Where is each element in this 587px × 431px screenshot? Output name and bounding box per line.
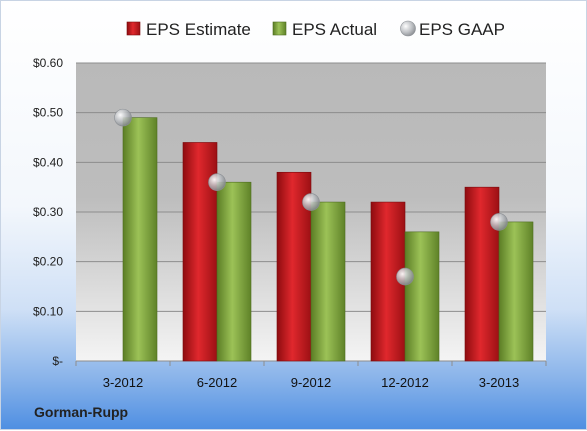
- legend-swatch-eps-gaap: [400, 20, 416, 37]
- marker-eps-gaap: [396, 267, 414, 286]
- legend-swatch-eps-estimate: [126, 21, 141, 36]
- legend-label: EPS GAAP: [419, 20, 505, 39]
- bar-eps-actual: [310, 201, 346, 362]
- company-label: Gorman-Rupp: [34, 404, 128, 420]
- bar-eps-actual: [404, 231, 440, 362]
- bar-eps-actual: [122, 117, 158, 362]
- category-label: 12-2012: [381, 375, 429, 390]
- category-label: 3-2012: [103, 375, 143, 390]
- y-tick-label: $0.30: [33, 205, 63, 219]
- legend-label: EPS Actual: [292, 20, 377, 39]
- marker-layer: [114, 108, 508, 286]
- marker-eps-gaap: [490, 213, 508, 231]
- y-tick-label: $-: [52, 354, 63, 368]
- y-tick-label: $0.40: [33, 155, 63, 169]
- y-tick-label: $0.60: [33, 56, 63, 70]
- legend-label: EPS Estimate: [146, 20, 251, 39]
- marker-eps-gaap: [114, 108, 132, 127]
- category-label: 6-2012: [197, 375, 237, 390]
- marker-eps-gaap: [302, 193, 320, 211]
- bar-eps-actual: [498, 221, 534, 362]
- marker-eps-gaap: [208, 173, 226, 191]
- y-tick-label: $0.20: [33, 255, 63, 269]
- y-tick-label: $0.50: [33, 106, 63, 120]
- legend-swatch-eps-actual: [272, 21, 287, 36]
- category-label: 9-2012: [291, 375, 331, 390]
- legend: EPS Estimate EPS Actual EPS GAAP: [126, 20, 505, 39]
- axis-layer: $- $0.10 $0.20 $0.30 $0.40 $0.50 $0.60 3-2012 6-…: [33, 56, 547, 390]
- bar-eps-estimate: [464, 186, 500, 362]
- category-label: 3-2013: [479, 375, 519, 390]
- bar-eps-actual: [216, 181, 252, 362]
- y-tick-label: $0.10: [33, 304, 63, 318]
- bar-layer: [122, 117, 534, 362]
